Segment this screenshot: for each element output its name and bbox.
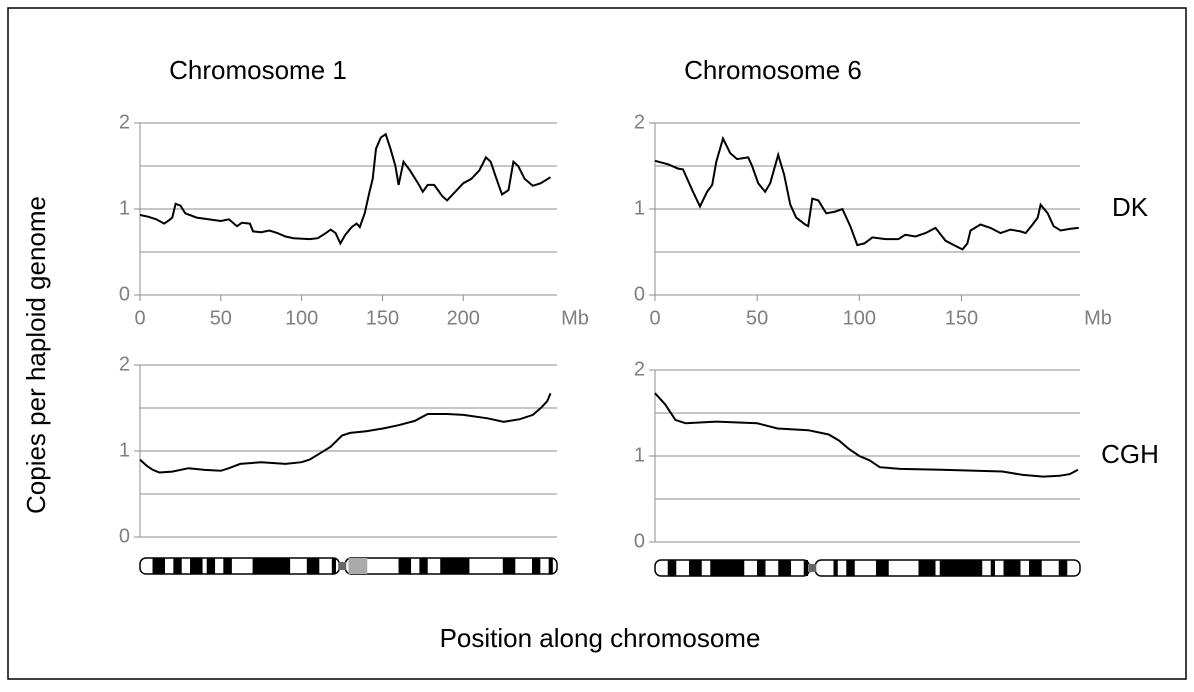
y-tick-label: 0 — [119, 525, 130, 547]
band — [667, 560, 677, 576]
data-line — [139, 393, 552, 474]
band — [190, 558, 203, 574]
y-tick-label: 1 — [119, 439, 130, 461]
band — [689, 560, 702, 576]
y-tick-label: 0 — [634, 283, 645, 305]
x-tick-label: 100 — [843, 307, 876, 329]
data-line — [654, 135, 1079, 251]
panel-title: Chromosome 6 — [684, 55, 862, 85]
band — [398, 558, 412, 574]
band — [778, 560, 791, 576]
band — [757, 560, 766, 576]
centromere — [808, 564, 817, 572]
y-tick-label: 0 — [119, 283, 130, 305]
x-tick-label: 150 — [945, 307, 978, 329]
band — [1058, 560, 1068, 576]
band — [1029, 560, 1042, 576]
band — [876, 560, 889, 576]
x-tick-label: 50 — [210, 307, 232, 329]
band — [803, 560, 808, 576]
band — [419, 558, 428, 574]
band — [173, 558, 182, 574]
ideograms — [139, 557, 1081, 577]
band — [206, 558, 216, 574]
y-tick-label: 1 — [119, 197, 130, 219]
panel-title: Chromosome 1 — [169, 55, 347, 85]
band — [252, 558, 291, 574]
band — [152, 558, 166, 574]
row-label: DK — [1112, 192, 1149, 222]
x-tick-label: 100 — [285, 307, 318, 329]
band — [1003, 560, 1021, 576]
centromere — [338, 562, 347, 570]
x-tick-label: 0 — [649, 307, 660, 329]
x-tick-label: 150 — [366, 307, 399, 329]
band — [502, 558, 516, 574]
x-tick-label: 200 — [447, 307, 480, 329]
band — [223, 558, 232, 574]
x-tick-label: 50 — [746, 307, 768, 329]
data-line — [654, 392, 1079, 478]
band — [331, 558, 336, 574]
band — [846, 560, 855, 576]
row-label: CGH — [1101, 439, 1159, 469]
y-tick-label: 2 — [119, 111, 130, 133]
y-tick-label: 2 — [119, 353, 130, 375]
band-grey — [348, 558, 368, 574]
band — [440, 558, 470, 574]
band — [833, 560, 838, 576]
y-tick-label: 2 — [634, 111, 645, 133]
band — [918, 560, 936, 576]
band — [990, 560, 995, 576]
y-tick-label: 0 — [634, 530, 645, 552]
band — [306, 558, 320, 574]
band — [548, 558, 553, 574]
x-unit-label: Mb — [1084, 307, 1112, 329]
y-tick-label: 2 — [634, 358, 645, 380]
y-axis-label: Copies per haploid genome — [21, 196, 51, 514]
frame — [7, 7, 1187, 680]
band — [531, 558, 541, 574]
band — [939, 560, 983, 576]
x-tick-label: 0 — [134, 307, 145, 329]
data-line — [139, 132, 552, 246]
y-tick-label: 1 — [634, 197, 645, 219]
x-axis-label: Position along chromosome — [440, 623, 761, 653]
y-tick-label: 1 — [634, 444, 645, 466]
band — [710, 560, 745, 576]
x-unit-label: Mb — [561, 307, 589, 329]
